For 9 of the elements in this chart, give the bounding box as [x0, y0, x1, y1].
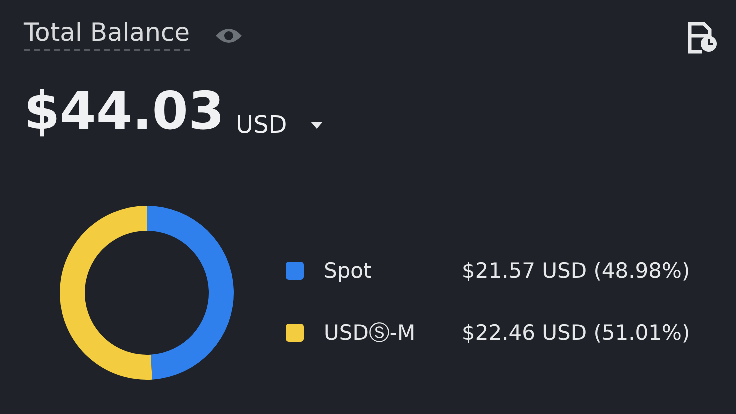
chart-title: Total Balance	[24, 18, 190, 51]
legend-label: USDⓈ-M	[324, 320, 417, 347]
text: USD	[236, 111, 288, 139]
chart-subtitle: $44.03	[24, 82, 225, 142]
data-label: $21.57 USD (48.98%)	[462, 259, 690, 283]
donut-slice	[60, 206, 153, 380]
data-label: $22.46 USD (51.01%)	[462, 321, 690, 345]
donut-slice	[147, 206, 234, 380]
legend-label: Spot	[324, 259, 373, 283]
